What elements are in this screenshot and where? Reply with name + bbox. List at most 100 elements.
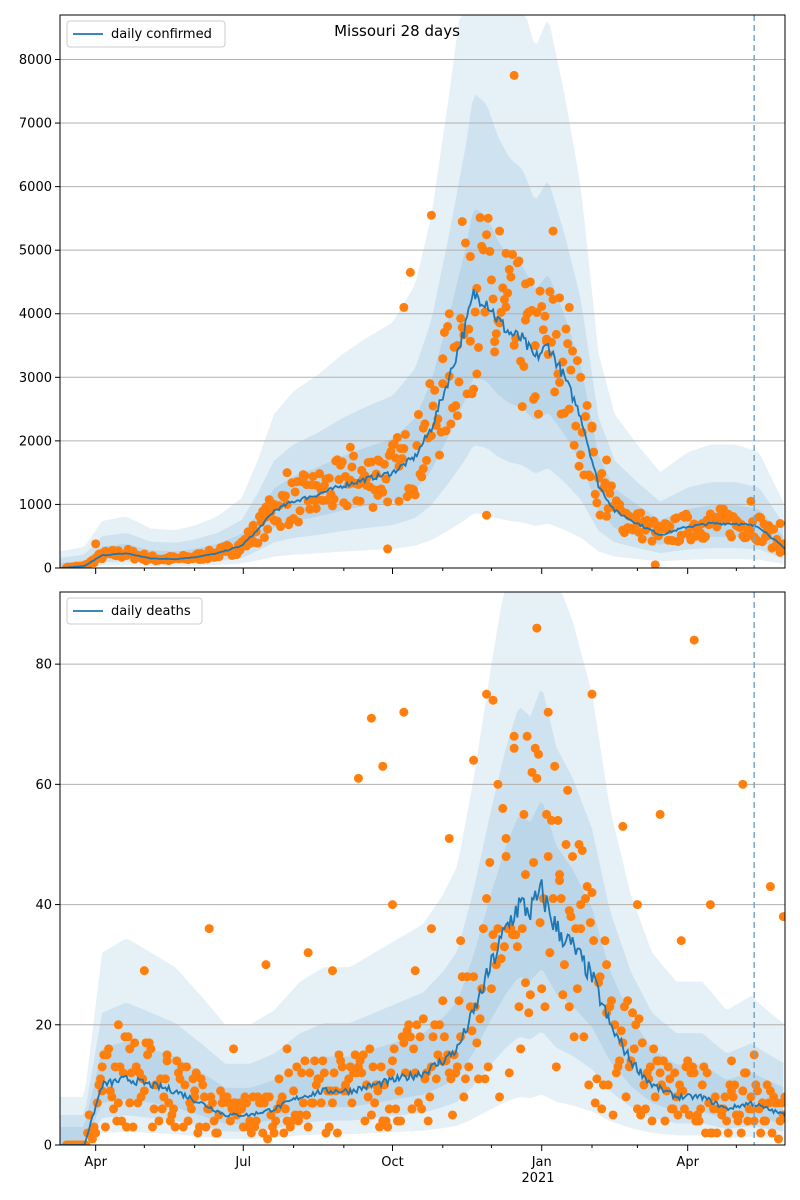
observed-point: [501, 833, 511, 843]
observed-point: [284, 1068, 294, 1078]
observed-point: [615, 499, 625, 509]
observed-point: [332, 1128, 342, 1138]
observed-point: [175, 1074, 185, 1084]
observed-point: [381, 474, 391, 484]
y-tick-label: 1000: [19, 498, 52, 513]
observed-point: [302, 1110, 312, 1120]
observed-point: [736, 1128, 746, 1138]
observed-point: [225, 1116, 235, 1126]
observed-point: [71, 1140, 81, 1145]
observed-point: [520, 315, 530, 325]
observed-point: [595, 972, 605, 982]
observed-point: [263, 1134, 273, 1144]
observed-point: [564, 1002, 574, 1012]
observed-point: [483, 1062, 493, 1072]
observed-point: [347, 462, 357, 472]
y-tick-label: 7000: [19, 117, 52, 132]
observed-point: [608, 1110, 618, 1120]
observed-point: [533, 409, 543, 419]
deaths-y-ticks: 0 20 40 60 80: [35, 658, 60, 1154]
observed-point: [324, 473, 334, 483]
observed-point: [327, 501, 337, 511]
observed-point: [584, 1080, 594, 1090]
observed-point: [628, 1008, 638, 1018]
deaths-axes-frame: [59, 591, 786, 1146]
observed-point: [488, 930, 498, 940]
observed-point: [389, 1044, 399, 1054]
observed-point: [431, 1074, 441, 1084]
observed-point: [454, 377, 464, 387]
observed-point: [266, 1110, 276, 1120]
observed-point: [555, 377, 565, 387]
observed-point: [603, 1080, 613, 1090]
observed-point: [602, 455, 612, 465]
observed-point: [147, 1122, 157, 1132]
observed-point: [572, 984, 582, 994]
observed-point: [298, 1098, 308, 1108]
observed-point: [509, 743, 519, 753]
observed-point: [439, 1032, 449, 1042]
observed-point: [542, 809, 552, 819]
observed-point: [511, 930, 521, 940]
observed-point: [128, 1122, 138, 1132]
observed-point: [456, 314, 466, 324]
observed-point: [464, 1062, 474, 1072]
y-tick-label: 0: [44, 1139, 52, 1154]
observed-point: [125, 1044, 135, 1054]
y-tick-label: 60: [35, 778, 52, 793]
observed-point: [540, 311, 550, 321]
observed-point: [465, 336, 475, 346]
observed-point: [679, 1104, 689, 1114]
observed-point: [418, 423, 428, 433]
observed-point: [579, 1032, 589, 1042]
observed-point: [749, 1116, 759, 1126]
observed-point: [655, 809, 665, 819]
observed-point: [383, 497, 393, 507]
observed-point: [457, 217, 467, 227]
observed-point: [438, 996, 448, 1006]
observed-point: [465, 252, 475, 262]
observed-point: [358, 1050, 368, 1060]
observed-point: [378, 761, 388, 771]
observed-point: [290, 487, 300, 497]
observed-point: [350, 1050, 360, 1060]
observed-point: [118, 1068, 128, 1078]
observed-point: [169, 1104, 179, 1114]
observed-point: [634, 1014, 644, 1024]
observed-point: [199, 1092, 209, 1102]
observed-point: [496, 954, 506, 964]
observed-point: [756, 1128, 766, 1138]
observed-point: [126, 1068, 136, 1078]
observed-point: [207, 1098, 217, 1108]
observed-point: [482, 230, 492, 240]
observed-point: [563, 785, 573, 795]
observed-point: [159, 1092, 169, 1102]
observed-point: [764, 1098, 774, 1108]
observed-point: [100, 1122, 110, 1132]
observed-point: [418, 464, 428, 474]
observed-point: [475, 1014, 485, 1024]
observed-point: [537, 301, 547, 311]
observed-point: [637, 1038, 647, 1048]
y-tick-label: 3000: [19, 371, 52, 386]
observed-point: [775, 519, 785, 529]
observed-point: [308, 1098, 318, 1108]
observed-point: [490, 347, 500, 357]
confirmed-uncertainty-bands: [60, 15, 784, 568]
observed-point: [125, 1098, 135, 1108]
observed-point: [517, 924, 527, 934]
observed-point: [621, 1092, 631, 1102]
observed-point: [292, 1062, 302, 1072]
observed-point: [293, 517, 303, 527]
observed-point: [178, 1122, 188, 1132]
observed-point: [327, 1098, 337, 1108]
observed-point: [678, 1086, 688, 1096]
observed-point: [311, 503, 321, 513]
observed-point: [282, 468, 292, 478]
observed-point: [327, 966, 337, 976]
observed-point: [362, 480, 372, 490]
observed-point: [746, 496, 756, 506]
observed-point: [491, 329, 501, 339]
observed-point: [392, 433, 402, 443]
observed-point: [684, 1110, 694, 1120]
